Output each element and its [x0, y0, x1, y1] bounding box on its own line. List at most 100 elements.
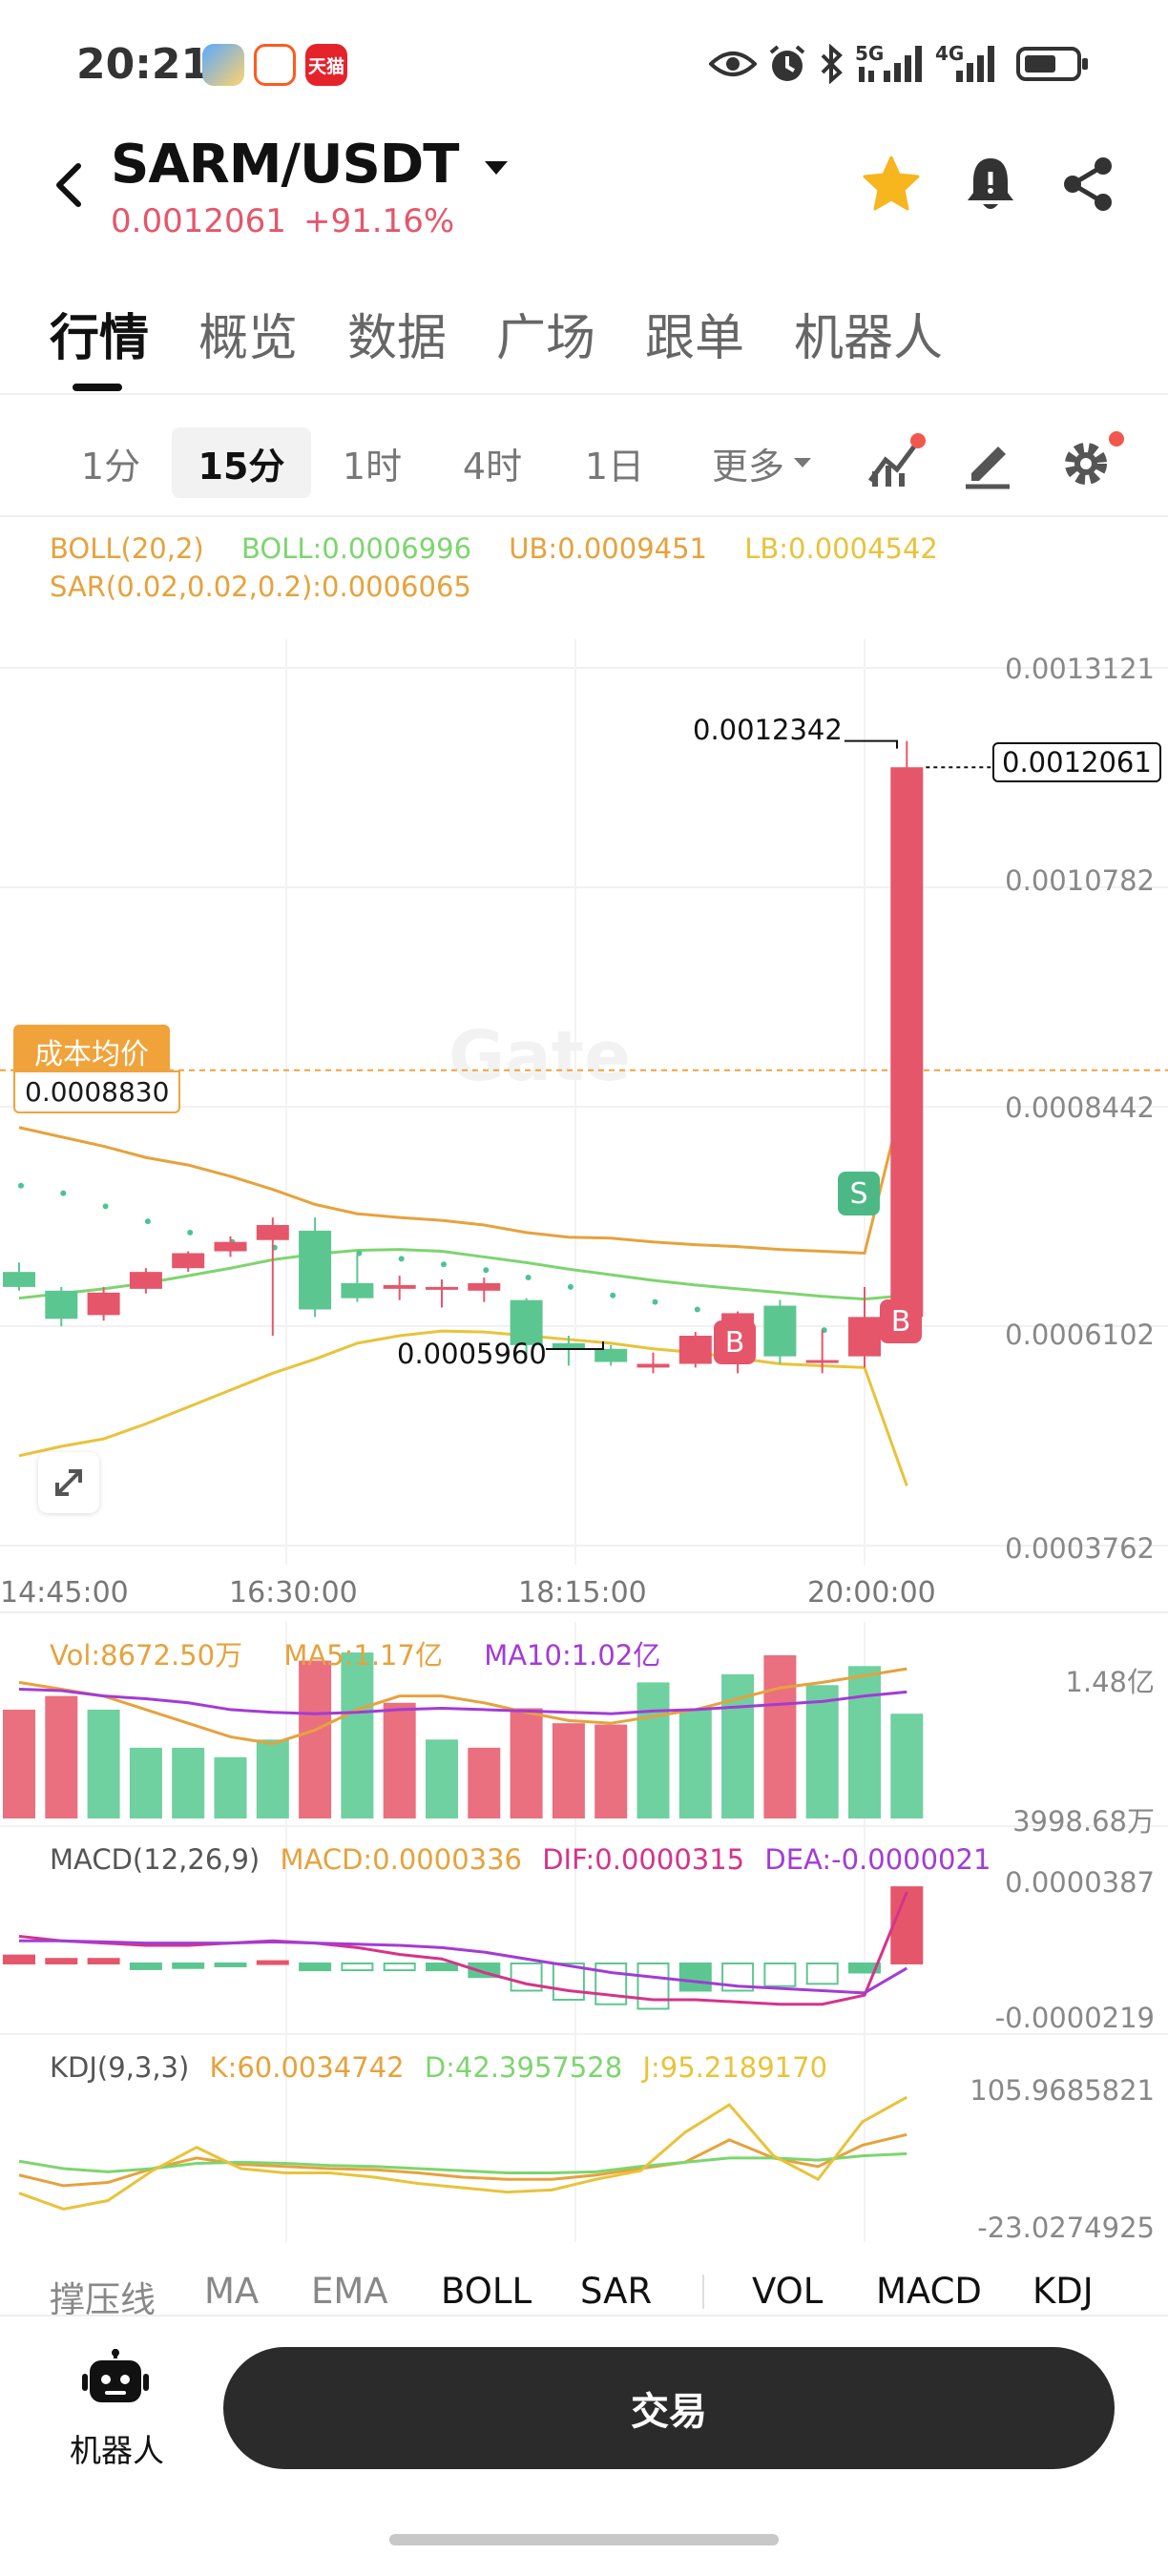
- divider: [0, 515, 1168, 517]
- candle-body: [426, 1286, 458, 1290]
- volume-bar: [383, 1702, 416, 1818]
- shopping-app-icon: [254, 44, 296, 86]
- candle-body: [636, 1363, 670, 1368]
- candle-body: [594, 1348, 628, 1362]
- tab-bots[interactable]: 机器人: [794, 310, 944, 367]
- tab-square[interactable]: 广场: [496, 310, 596, 367]
- macd-dif: DIF:0.0000315: [542, 1843, 745, 1876]
- vol-ma5-line: [18, 1667, 907, 1746]
- x-tick: 14:45:00: [0, 1576, 129, 1610]
- back-button[interactable]: [48, 158, 90, 212]
- tmall-label: 天猫: [307, 55, 344, 77]
- volume-bar: [172, 1747, 205, 1818]
- volume-bar: [763, 1654, 797, 1818]
- favorite-star-icon[interactable]: [861, 153, 922, 214]
- candle-body: [890, 767, 924, 1318]
- boll-params: BOLL(20,2): [50, 532, 204, 565]
- last-price: 0.0012061: [111, 202, 286, 240]
- interval-more-label: 更多: [711, 445, 784, 488]
- macd-histogram-bar: [552, 1962, 585, 2001]
- macd-histogram-bar: [87, 1958, 120, 1964]
- battery-icon: [1015, 42, 1092, 86]
- indicator-settings-icon[interactable]: [865, 431, 928, 492]
- macd-dea: DEA:-0.0000021: [764, 1843, 991, 1876]
- low-price-label: 0.0005960: [397, 1338, 547, 1370]
- sar-legend: SAR(0.02,0.02,0.2):0.0006065: [50, 571, 471, 603]
- robot-button[interactable]: 机器人: [53, 2347, 177, 2471]
- buy-marker[interactable]: B: [714, 1320, 756, 1364]
- interval-more[interactable]: 更多: [702, 427, 823, 498]
- macd-params: MACD(12,26,9): [50, 1843, 261, 1876]
- interval-15m[interactable]: 15分: [172, 427, 311, 498]
- macd-histogram-bar: [890, 1886, 924, 1964]
- interval-4h[interactable]: 4时: [462, 445, 523, 488]
- tab-sar[interactable]: SAR: [580, 2271, 653, 2312]
- vol-y-top: 1.48亿: [1065, 1666, 1155, 1698]
- draw-tool-icon[interactable]: [960, 431, 1015, 492]
- fullscreen-button[interactable]: [38, 1452, 99, 1513]
- volume-bar: [87, 1709, 120, 1818]
- macd-histogram-bar: [763, 1962, 797, 1987]
- volume-bar: [426, 1739, 458, 1818]
- tab-ema[interactable]: EMA: [311, 2271, 388, 2312]
- sar-dot: [398, 1256, 405, 1262]
- kdj-d: D:42.3957528: [424, 2051, 623, 2084]
- price-alert-bell-icon[interactable]: [962, 153, 1019, 214]
- tab-macd[interactable]: MACD: [876, 2271, 982, 2312]
- boll-upper-line: [18, 1082, 908, 1256]
- sar-dot: [694, 1306, 700, 1313]
- robot-label: 机器人: [70, 2432, 164, 2469]
- candle-body: [763, 1305, 797, 1357]
- tab-market[interactable]: 行情: [50, 310, 150, 367]
- kdj-params: KDJ(9,3,3): [50, 2051, 190, 2084]
- tab-copy-trading[interactable]: 跟单: [645, 310, 745, 367]
- high-price-label: 0.0012342: [693, 714, 843, 746]
- tab-ma[interactable]: MA: [204, 2271, 260, 2312]
- candle-body: [678, 1336, 712, 1364]
- sar-dot: [187, 1229, 194, 1236]
- candle-body: [341, 1282, 374, 1298]
- volume-bar: [678, 1709, 712, 1818]
- interval-1m[interactable]: 1分: [80, 445, 141, 488]
- tab-kdj[interactable]: KDJ: [1032, 2271, 1094, 2312]
- trade-label: 交易: [631, 2390, 707, 2434]
- macd-y-bottom: -0.0000219: [994, 2002, 1155, 2034]
- volume-bar: [552, 1723, 585, 1818]
- macd-value: MACD:0.0000336: [280, 1843, 522, 1876]
- tab-support-resistance[interactable]: 撑压线: [50, 2279, 156, 2320]
- share-icon[interactable]: [1059, 155, 1116, 214]
- interval-1d[interactable]: 1日: [584, 445, 645, 488]
- alarm-icon: [765, 42, 809, 86]
- buy-marker[interactable]: B: [880, 1299, 922, 1343]
- sar-dot: [18, 1182, 24, 1189]
- macd-histogram-bar: [45, 1958, 78, 1964]
- tab-boll[interactable]: BOLL: [441, 2271, 532, 2312]
- eye-icon: [708, 42, 758, 86]
- volume-bar: [636, 1682, 670, 1818]
- kdj-j-line: [18, 2095, 908, 2212]
- candle-body: [848, 1317, 881, 1357]
- tab-data[interactable]: 数据: [347, 310, 448, 367]
- tab-vol[interactable]: VOL: [752, 2271, 824, 2312]
- chart-settings-gear-icon[interactable]: [1055, 429, 1128, 492]
- cost-average-label: 成本均价: [13, 1025, 170, 1078]
- y-tick: 0.0003762: [1005, 1532, 1155, 1565]
- macd-histogram-bar: [805, 1962, 839, 1985]
- caret-down-icon: [794, 458, 811, 467]
- macd-dif-line: [18, 1891, 908, 2006]
- interval-1h[interactable]: 1时: [342, 445, 403, 488]
- sar-dot: [102, 1203, 109, 1210]
- volume-bar: [45, 1695, 78, 1818]
- candle-body: [129, 1272, 162, 1289]
- trade-button[interactable]: 交易: [223, 2347, 1115, 2469]
- sell-marker[interactable]: S: [838, 1172, 880, 1215]
- candle-body: [383, 1284, 416, 1289]
- pair-selector[interactable]: SARM/USDT: [111, 134, 511, 196]
- boll-ub-value: UB:0.0009451: [509, 532, 708, 565]
- home-indicator: [389, 2534, 779, 2545]
- macd-y-top: 0.0000387: [1005, 1866, 1155, 1899]
- chart-canvas[interactable]: Gate: [0, 611, 1168, 2252]
- robot-icon: [82, 2349, 149, 2402]
- tab-overview[interactable]: 概览: [198, 310, 299, 367]
- sar-dot: [483, 1267, 490, 1274]
